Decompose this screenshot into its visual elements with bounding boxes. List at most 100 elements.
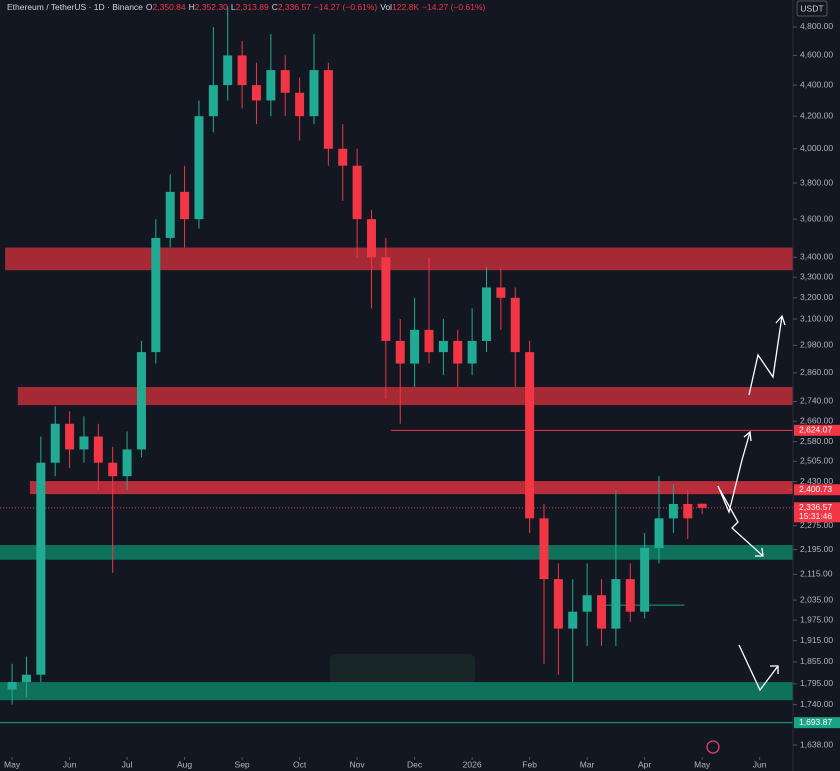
candle-body [582, 595, 592, 612]
candle-body [79, 436, 89, 450]
candle-body [266, 70, 276, 101]
candles [7, 6, 707, 705]
candle-body [697, 503, 707, 508]
candle-body [496, 287, 506, 298]
y-tick-label: 3,300.00 [800, 272, 833, 282]
arrow-up [748, 315, 783, 396]
y-tick-label: 3,200.00 [800, 292, 833, 302]
candle-body [352, 165, 362, 220]
candle-body [50, 423, 60, 463]
candle-body [539, 518, 549, 580]
price-axis [793, 0, 840, 771]
x-tick-label: May [694, 759, 711, 769]
x-tick-label: Aug [177, 759, 192, 769]
header-item: L [231, 2, 236, 12]
candle-body [366, 219, 376, 258]
y-tick-label: 1,740.00 [800, 699, 833, 709]
header-item: C [272, 2, 278, 12]
y-tick-label: 4,000.00 [800, 143, 833, 153]
candle-body [194, 116, 204, 220]
arrow-head [743, 430, 752, 442]
candle-body [237, 55, 247, 86]
y-tick-label: 1,915.00 [800, 635, 833, 645]
y-tick-label: 2,980.00 [800, 340, 833, 350]
candle-body [553, 579, 563, 629]
y-tick-label: 3,600.00 [800, 213, 833, 223]
arrows [717, 314, 786, 692]
candle-body [625, 579, 635, 612]
candle-body [467, 340, 477, 364]
arrow-up [717, 431, 751, 515]
zone [5, 247, 794, 271]
candle-body [395, 340, 405, 364]
candle-body [93, 436, 103, 463]
candle-body [108, 462, 118, 477]
x-tick-label: May [4, 759, 21, 769]
header-item: O [146, 2, 153, 12]
candle-body [654, 518, 664, 549]
candle-body [323, 70, 333, 149]
price-tag [794, 424, 840, 436]
x-tick-label: Nov [350, 759, 366, 769]
y-tick-label: 2,115.00 [800, 569, 833, 579]
y-tick-label: 1,855.00 [800, 656, 833, 666]
zone [0, 682, 793, 701]
candle-body [481, 287, 491, 341]
y-tick-label: 2,035.00 [800, 594, 833, 604]
header-item: 122.8K [392, 2, 419, 12]
header-item: −14.27 (−0.61%) [422, 2, 485, 12]
arrow-head [755, 547, 764, 557]
y-tick-label: 2,860.00 [800, 367, 833, 377]
candle-body [280, 70, 290, 93]
candle-body [611, 579, 621, 629]
currency-box [796, 0, 828, 17]
zone [0, 545, 793, 560]
price-tag-label: 1,693.87 [799, 717, 832, 727]
y-tick-label: 2,740.00 [800, 396, 833, 406]
header-item: Ethereum / TetherUS · 1D · Binance [7, 2, 143, 12]
y-tick-label: 3,400.00 [800, 252, 833, 262]
candle-body [410, 329, 420, 364]
currency: USDT [800, 3, 823, 13]
candle-body [597, 595, 607, 629]
x-tick-label: Oct [293, 759, 307, 769]
candle-body [525, 352, 535, 519]
y-tick-label: 2,505.00 [800, 456, 833, 466]
arrow-head [775, 314, 786, 326]
candle-body [165, 191, 175, 238]
y-tick-label: 2,195.00 [800, 544, 833, 554]
watermark [330, 654, 475, 684]
header-item: 2,350.84 [153, 2, 186, 12]
candle-body [223, 55, 233, 86]
candle-body [338, 148, 348, 166]
price-tag-label: 2,336.57 [799, 502, 832, 512]
candle-body [568, 611, 578, 629]
y-tick-label: 4,800.00 [800, 21, 833, 31]
candle-body [438, 340, 448, 353]
candle-body [180, 191, 190, 220]
y-tick-label: 4,600.00 [800, 50, 833, 60]
price-tag-label: 2,624.07 [799, 425, 832, 435]
y-tick-label: 1,638.00 [800, 739, 833, 749]
x-axis: May Jun Jul Aug Sep Oct Nov Dec 2026 Feb Mar Apr May… [4, 757, 767, 769]
header-item: 2,336.57 [278, 2, 311, 12]
x-tick-label: Jun [753, 759, 767, 769]
header-item: Vol [380, 2, 392, 12]
candle-body [7, 682, 17, 690]
candle-body [208, 85, 218, 117]
candle-body [251, 85, 261, 101]
header-item: 2,352.30 [195, 2, 228, 12]
y-tick-label: 4,200.00 [800, 110, 833, 120]
header-item: 2,313.89 [236, 2, 269, 12]
arrow-up [738, 644, 779, 692]
x-tick-label: Jun [63, 759, 77, 769]
arrow-down [719, 489, 764, 557]
x-tick-label: Mar [580, 759, 595, 769]
y-axis: 4,800.00 4,600.00 4,400.00 4,200.00 4,000.00… [793, 21, 833, 749]
candle-body [668, 504, 678, 519]
price-tag [794, 502, 840, 523]
candle-body [683, 504, 693, 519]
